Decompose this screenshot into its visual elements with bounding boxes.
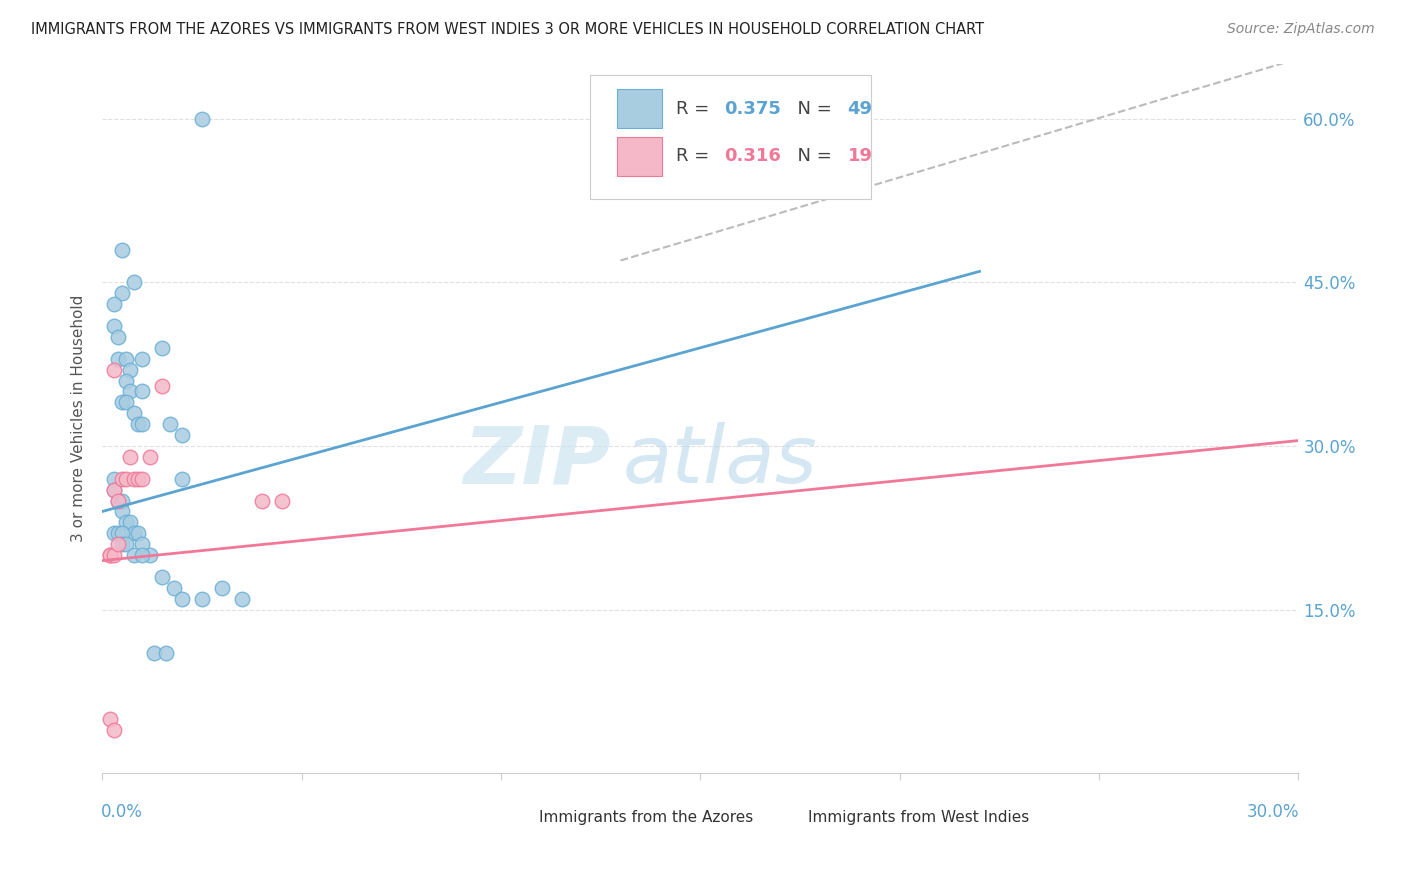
Point [115,395,138,409]
Point [111,537,134,551]
Point [107,526,129,541]
Point [231,591,253,606]
Point [150,379,173,393]
Point [120,384,142,399]
Point [98,548,121,562]
Point [122,472,145,486]
Point [111,286,134,301]
Text: N =: N = [786,100,838,118]
Point [131,384,153,399]
Point [150,341,173,355]
Point [103,548,125,562]
Text: N =: N = [786,147,838,165]
Point [131,548,153,562]
Point [103,483,125,497]
FancyBboxPatch shape [617,136,662,176]
Point [211,581,233,595]
Text: 0.0%: 0.0% [101,803,143,822]
Text: R =: R = [676,147,716,165]
Point [131,417,153,432]
Point [107,493,129,508]
Point [115,351,138,366]
Point [143,646,166,660]
Text: 19: 19 [848,147,873,165]
Point [115,472,138,486]
Text: 0.375: 0.375 [724,100,782,118]
Text: 30.0%: 30.0% [1247,803,1299,822]
Point [163,581,186,595]
Point [103,362,125,376]
Text: IMMIGRANTS FROM THE AZORES VS IMMIGRANTS FROM WEST INDIES 3 OR MORE VEHICLES IN : IMMIGRANTS FROM THE AZORES VS IMMIGRANTS… [31,22,984,37]
Point [191,112,214,126]
Point [131,351,153,366]
Point [120,362,142,376]
Point [103,318,125,333]
Point [111,504,134,518]
Point [139,548,162,562]
Point [103,297,125,311]
Text: Immigrants from the Azores: Immigrants from the Azores [538,810,754,825]
Point [122,406,145,420]
Point [122,526,145,541]
Text: atlas: atlas [623,422,817,500]
Point [103,723,125,737]
Point [131,472,153,486]
Point [98,548,121,562]
Point [127,417,149,432]
Point [122,548,145,562]
Point [115,537,138,551]
Point [103,472,125,486]
Point [155,646,177,660]
Point [120,450,142,464]
Point [150,570,173,584]
Point [170,428,193,442]
Point [107,493,129,508]
Point [170,472,193,486]
Point [111,472,134,486]
Y-axis label: 3 or more Vehicles in Household: 3 or more Vehicles in Household [72,295,86,542]
Text: ZIP: ZIP [463,422,610,500]
Text: Immigrants from West Indies: Immigrants from West Indies [808,810,1029,825]
Text: 49: 49 [848,100,873,118]
Point [103,526,125,541]
Point [111,395,134,409]
Point [107,537,129,551]
Point [127,472,149,486]
Point [170,591,193,606]
Point [115,516,138,530]
FancyBboxPatch shape [591,75,872,199]
Text: R =: R = [676,100,716,118]
Point [107,351,129,366]
Point [115,374,138,388]
Point [159,417,181,432]
Point [131,537,153,551]
Point [120,516,142,530]
Point [103,483,125,497]
Text: 0.316: 0.316 [724,147,782,165]
Point [270,493,292,508]
Text: Source: ZipAtlas.com: Source: ZipAtlas.com [1227,22,1375,37]
Point [122,275,145,289]
Point [111,526,134,541]
FancyBboxPatch shape [496,806,530,828]
Point [111,493,134,508]
Point [111,243,134,257]
Point [191,591,214,606]
Point [250,493,273,508]
Point [107,330,129,344]
Point [139,450,162,464]
FancyBboxPatch shape [617,89,662,128]
Point [127,526,149,541]
FancyBboxPatch shape [766,806,800,828]
Point [98,712,121,726]
